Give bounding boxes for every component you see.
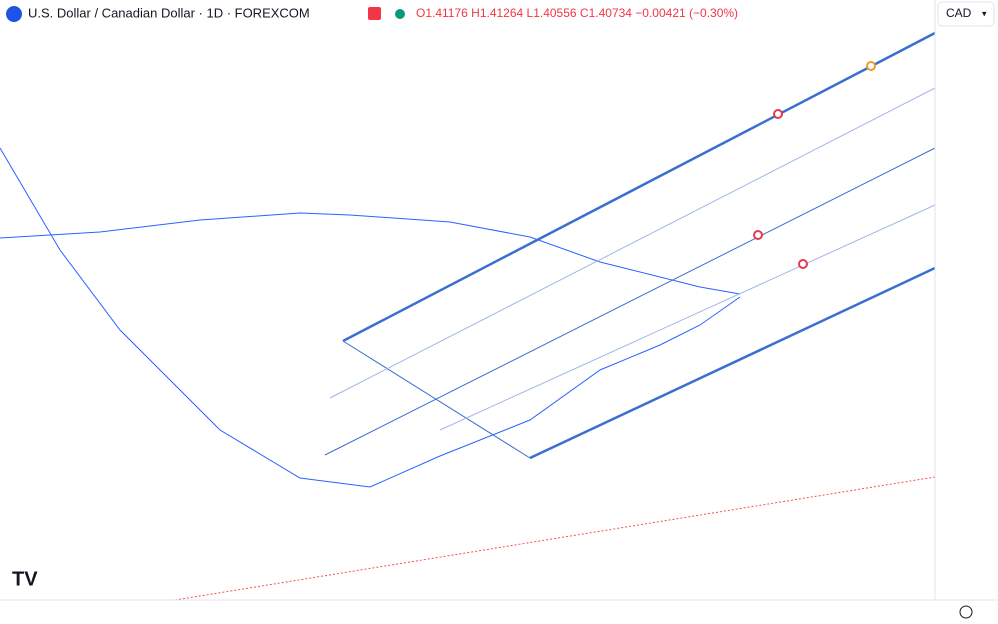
symbol-title: U.S. Dollar / Canadian Dollar · 1D · FOR… [28,5,310,20]
drawings [0,31,936,601]
marker [798,259,808,269]
moving-average [0,147,741,488]
markers [753,61,876,269]
currency-label: CAD [946,6,972,20]
header: U.S. Dollar / Canadian Dollar · 1D · FOR… [6,1,995,27]
channel-line [439,204,936,431]
channel-line [342,340,531,459]
channel-line [324,147,936,456]
settings-icon[interactable] [959,605,973,619]
flag-icon[interactable] [368,7,381,20]
trend-line [174,476,936,601]
dropdown-arrow: ▾ [982,8,987,18]
currency-button[interactable] [937,1,995,27]
marker [773,109,783,119]
marker [753,230,763,240]
channel-line [529,266,936,460]
status-icon [395,9,405,19]
moving-average [0,212,741,295]
symbol-icon [6,6,22,22]
ohlc-legend: O1.41176 H1.41264 L1.40556 C1.40734 −0.0… [416,6,738,20]
marker [866,61,876,71]
channel-line [329,87,936,399]
channel-line [342,31,936,343]
tv-logo: TV [12,568,38,590]
